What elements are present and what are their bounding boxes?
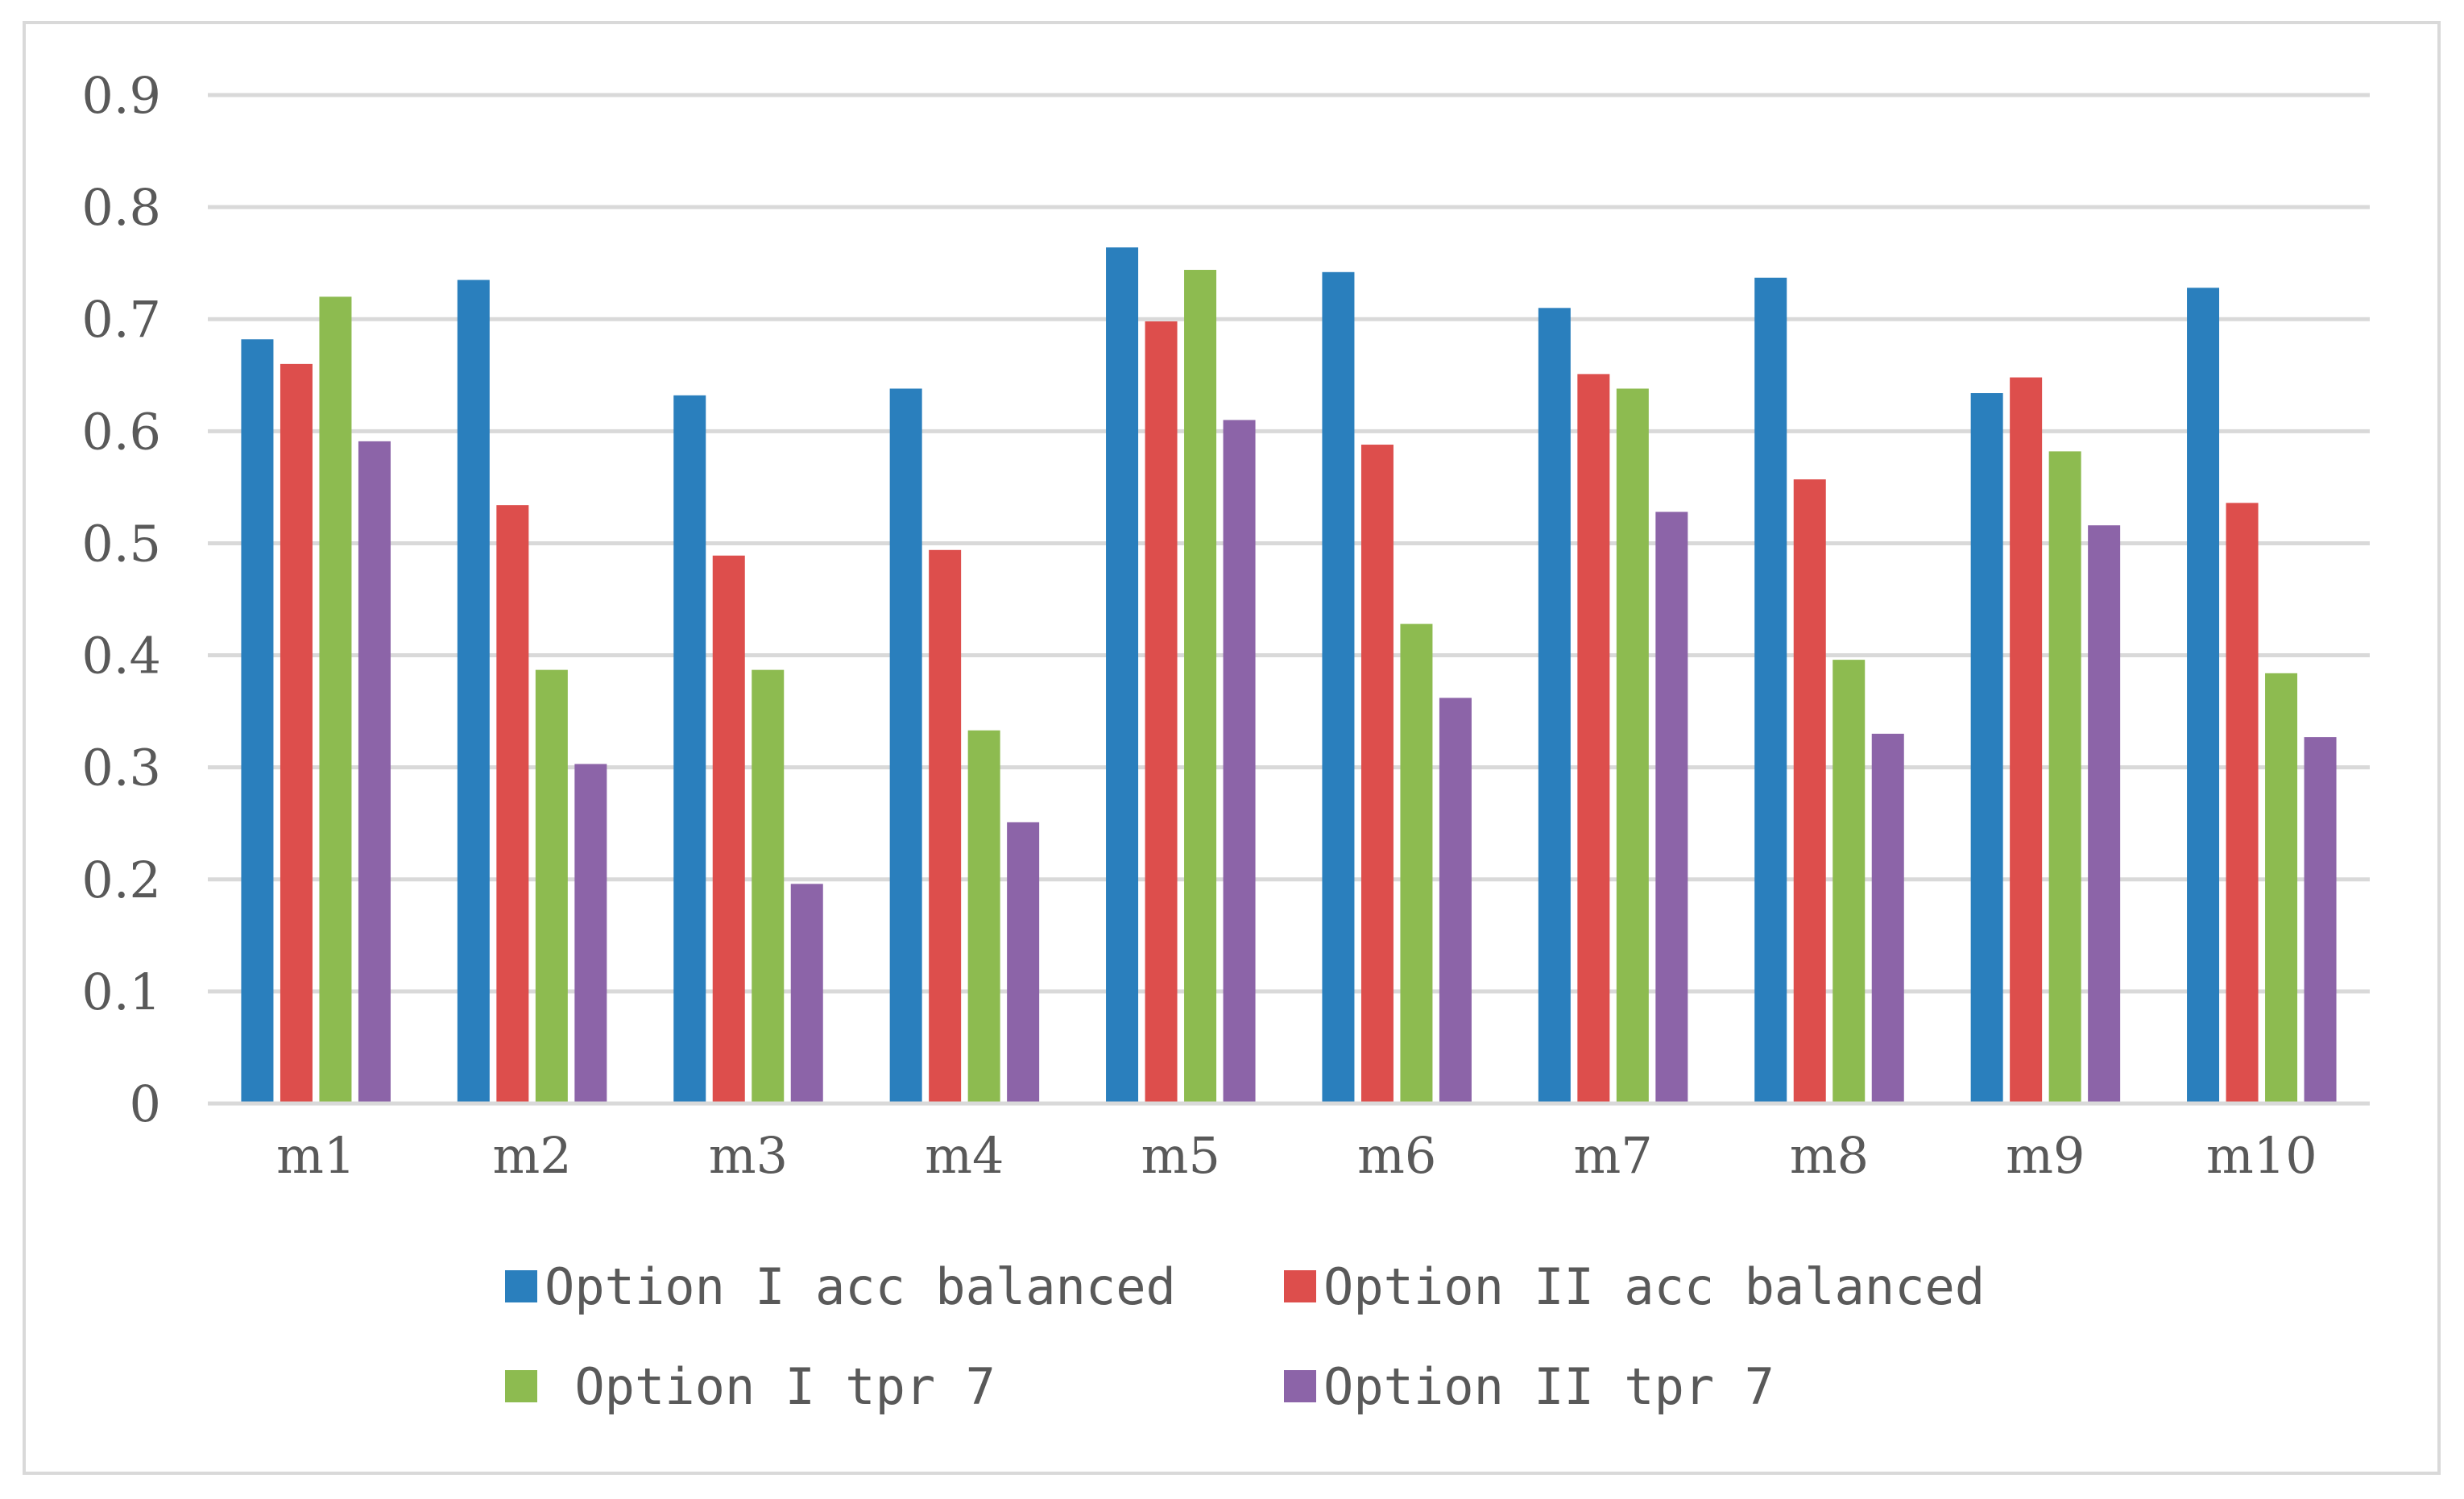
bar-m2-series-1 [457, 280, 490, 1104]
bar-m10-series-4 [2304, 737, 2337, 1104]
legend-swatch [505, 1270, 537, 1302]
bar-m4-series-2 [929, 549, 962, 1104]
x-tick-label: m8 [1790, 1126, 1869, 1185]
bar-m7-series-4 [1655, 511, 1688, 1104]
bar-m10-series-1 [2187, 288, 2220, 1104]
bar-m3-series-4 [790, 884, 823, 1104]
bar-m5-series-4 [1223, 420, 1256, 1104]
y-tick-label: 0.6 [81, 402, 161, 461]
chart-frame: 0 0.1 0.2 0.3 0.4 0.5 0.6 0.7 0.8 0.9 m1 m2 m3 m4 m5 m6… [23, 21, 2441, 1475]
bar-m1-series-1 [241, 339, 274, 1104]
legend-label: Option I tpr 7 [545, 1357, 996, 1416]
bars [241, 247, 2337, 1104]
x-tick-label: m5 [1141, 1126, 1220, 1185]
bar-m9-series-1 [1970, 393, 2003, 1104]
bar-m3-series-1 [673, 395, 706, 1104]
bar-m6-series-1 [1322, 271, 1355, 1104]
x-tick-label: m1 [276, 1126, 355, 1185]
legend-swatch [505, 1370, 537, 1402]
bar-m6-series-3 [1400, 623, 1433, 1104]
bar-m8-series-2 [1793, 479, 1826, 1104]
bar-m7-series-1 [1538, 308, 1571, 1104]
bar-m9-series-4 [2088, 525, 2121, 1104]
y-tick-label: 0.5 [81, 514, 161, 573]
bar-m6-series-2 [1360, 445, 1394, 1104]
y-tick-label: 0.7 [81, 290, 161, 349]
y-tick-label: 0.2 [81, 851, 161, 909]
x-tick-label: m7 [1573, 1126, 1652, 1185]
y-tick-label: 0.4 [81, 627, 161, 685]
x-tick-label: m2 [492, 1126, 571, 1185]
legend-swatch [1284, 1270, 1316, 1302]
bar-m1-series-4 [358, 441, 391, 1104]
bar-m5-series-1 [1106, 247, 1139, 1104]
bar-m9-series-3 [2048, 451, 2081, 1104]
bar-m7-series-3 [1616, 388, 1649, 1104]
bar-m2-series-3 [535, 669, 568, 1104]
bar-m10-series-2 [2226, 503, 2259, 1104]
gridlines [208, 93, 2370, 994]
bar-m8-series-4 [1871, 733, 1904, 1104]
x-tick-label: m4 [925, 1126, 1004, 1185]
bar-chart: 0 0.1 0.2 0.3 0.4 0.5 0.6 0.7 0.8 0.9 m1 m2 m3 m4 m5 m6… [81, 66, 2370, 1416]
y-tick-label: 0.8 [81, 178, 161, 237]
x-tick-label: m3 [709, 1126, 788, 1185]
bar-m2-series-2 [496, 505, 529, 1104]
bar-m1-series-2 [280, 363, 313, 1104]
y-tick-label: 0.1 [81, 963, 161, 1021]
y-tick-label: 0.3 [81, 739, 161, 797]
bar-m1-series-3 [319, 296, 352, 1104]
legend-swatch [1284, 1370, 1316, 1402]
legend-label: Option II tpr 7 [1323, 1357, 1774, 1416]
x-tick-label: m9 [2006, 1126, 2085, 1185]
legend: Option I acc balanced Option II acc balan… [505, 1257, 1985, 1416]
bar-m3-series-3 [752, 669, 785, 1104]
legend-label: Option I acc balanced [545, 1257, 1176, 1316]
bar-m8-series-1 [1754, 277, 1787, 1104]
bar-m4-series-3 [967, 730, 1000, 1104]
y-tick-label: 0.9 [81, 66, 161, 125]
bar-m4-series-4 [1007, 822, 1040, 1104]
bar-m10-series-3 [2265, 673, 2298, 1104]
bar-m2-series-4 [574, 764, 607, 1104]
bar-m4-series-1 [889, 388, 922, 1104]
bar-m3-series-2 [712, 555, 745, 1104]
bar-m6-series-4 [1439, 698, 1472, 1104]
x-tick-label: m6 [1357, 1126, 1436, 1185]
legend-label: Option II acc balanced [1323, 1257, 1985, 1316]
bar-m9-series-2 [2010, 377, 2043, 1104]
bar-m7-series-2 [1577, 374, 1610, 1104]
axes: 0 0.1 0.2 0.3 0.4 0.5 0.6 0.7 0.8 0.9 m1 m2 m3 m4 m5 m6… [81, 66, 2370, 1185]
bar-m8-series-3 [1832, 660, 1866, 1104]
x-tick-label: m10 [2206, 1126, 2317, 1185]
bar-m5-series-2 [1145, 321, 1178, 1104]
y-tick-label: 0 [130, 1075, 161, 1133]
bar-m5-series-3 [1184, 270, 1217, 1104]
